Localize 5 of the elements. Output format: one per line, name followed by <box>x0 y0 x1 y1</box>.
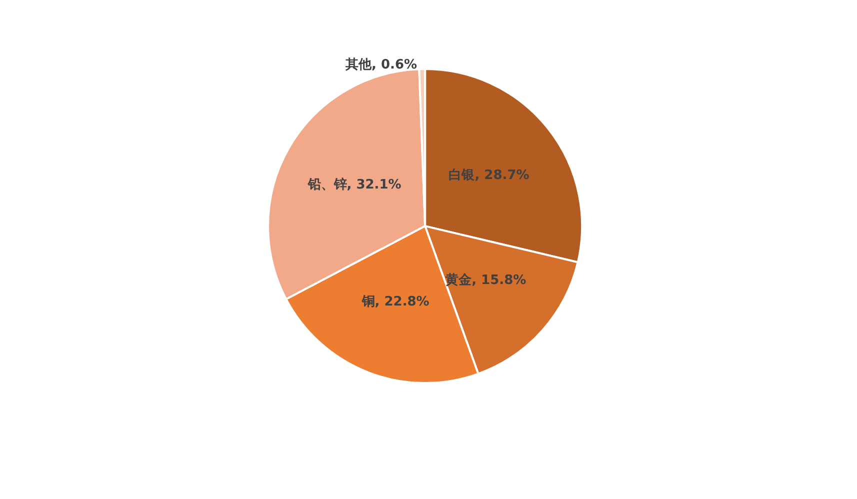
slice-label: 铅、锌, 32.1% <box>306 176 402 193</box>
slice-label: 铜, 22.8% <box>360 294 430 310</box>
slice-label: 其他, 0.6% <box>344 58 418 73</box>
slice-label: 白银, 28.7% <box>448 168 530 183</box>
slice-label: 黄金, 15.8% <box>444 272 526 288</box>
